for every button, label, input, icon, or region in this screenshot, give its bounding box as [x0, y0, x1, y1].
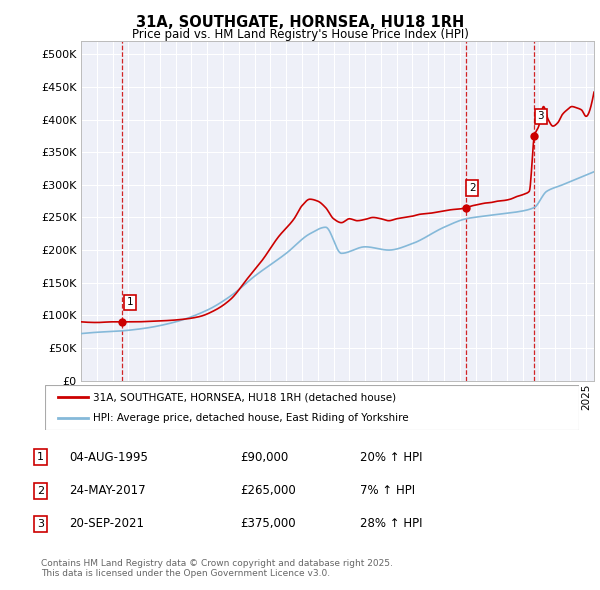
Text: 20% ↑ HPI: 20% ↑ HPI: [360, 451, 422, 464]
Text: 3: 3: [538, 112, 544, 122]
Text: £375,000: £375,000: [240, 517, 296, 530]
Text: Contains HM Land Registry data © Crown copyright and database right 2025.
This d: Contains HM Land Registry data © Crown c…: [41, 559, 392, 578]
Text: 2: 2: [469, 183, 476, 193]
Text: HPI: Average price, detached house, East Riding of Yorkshire: HPI: Average price, detached house, East…: [93, 412, 409, 422]
Text: 2: 2: [37, 486, 44, 496]
Text: £265,000: £265,000: [240, 484, 296, 497]
Text: £90,000: £90,000: [240, 451, 288, 464]
Text: 20-SEP-2021: 20-SEP-2021: [69, 517, 144, 530]
Text: 3: 3: [37, 519, 44, 529]
Text: Price paid vs. HM Land Registry's House Price Index (HPI): Price paid vs. HM Land Registry's House …: [131, 28, 469, 41]
Text: 31A, SOUTHGATE, HORNSEA, HU18 1RH (detached house): 31A, SOUTHGATE, HORNSEA, HU18 1RH (detac…: [93, 392, 396, 402]
Text: 24-MAY-2017: 24-MAY-2017: [69, 484, 146, 497]
Text: 1: 1: [37, 453, 44, 462]
Text: 7% ↑ HPI: 7% ↑ HPI: [360, 484, 415, 497]
Text: 1: 1: [127, 297, 133, 307]
Text: 04-AUG-1995: 04-AUG-1995: [69, 451, 148, 464]
Text: 28% ↑ HPI: 28% ↑ HPI: [360, 517, 422, 530]
Text: 31A, SOUTHGATE, HORNSEA, HU18 1RH: 31A, SOUTHGATE, HORNSEA, HU18 1RH: [136, 15, 464, 30]
